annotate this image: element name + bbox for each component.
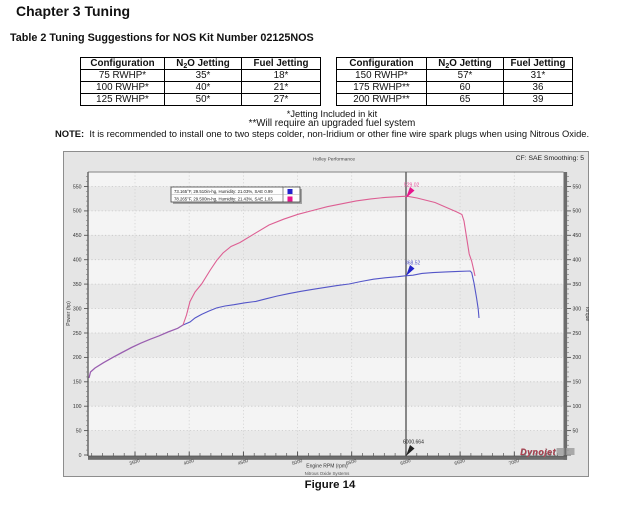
svg-text:250: 250 — [573, 331, 582, 337]
svg-text:4500: 4500 — [237, 458, 249, 467]
svg-text:6000.664: 6000.664 — [403, 440, 424, 446]
svg-text:4000: 4000 — [183, 458, 195, 467]
svg-text:50: 50 — [573, 428, 579, 434]
svg-text:400: 400 — [73, 258, 82, 264]
svg-text:300: 300 — [73, 306, 82, 312]
svg-text:200: 200 — [73, 355, 82, 361]
svg-text:350: 350 — [73, 282, 82, 288]
svg-text:500: 500 — [573, 209, 582, 215]
svg-text:400: 400 — [573, 258, 582, 264]
svg-text:100: 100 — [573, 404, 582, 410]
svg-text:529.02: 529.02 — [404, 183, 420, 189]
svg-text:350: 350 — [573, 282, 582, 288]
svg-text:5000: 5000 — [291, 458, 303, 467]
svg-text:550: 550 — [573, 184, 582, 190]
svg-text:100: 100 — [73, 404, 82, 410]
svg-text:450: 450 — [73, 233, 82, 239]
svg-text:150: 150 — [73, 380, 82, 386]
svg-text:7000: 7000 — [508, 458, 520, 467]
svg-text:Torque: Torque — [584, 306, 589, 322]
svg-text:500: 500 — [73, 209, 82, 215]
svg-text:Power (hp): Power (hp) — [66, 301, 72, 326]
svg-text:6000: 6000 — [400, 458, 412, 467]
svg-text:Dynojet: Dynojet — [521, 447, 557, 457]
svg-text:300: 300 — [573, 306, 582, 312]
svg-text:Dynojet: Dynojet — [520, 447, 556, 457]
svg-text:200: 200 — [573, 355, 582, 361]
svg-text:550: 550 — [73, 184, 82, 190]
svg-text:368.52: 368.52 — [405, 261, 421, 267]
svg-text:Holley Performance: Holley Performance — [313, 157, 355, 163]
svg-text:0: 0 — [79, 453, 82, 459]
svg-text:450: 450 — [573, 233, 582, 239]
svg-text:73.165°F, 29.510in-hg, Humidit: 73.165°F, 29.510in-hg, Humidity: 21.03%,… — [174, 189, 273, 194]
svg-text:Engine RPM (rpm): Engine RPM (rpm) — [306, 464, 348, 470]
svg-text:5500: 5500 — [345, 458, 357, 467]
svg-text:78.265°F, 29.500in-hg, Humidit: 78.265°F, 29.500in-hg, Humidity: 21.43%,… — [174, 196, 273, 201]
svg-text:CF: SAE Smoothing: 5: CF: SAE Smoothing: 5 — [516, 155, 585, 162]
svg-text:Nitrous Oxide Systems: Nitrous Oxide Systems — [305, 471, 350, 476]
svg-text:250: 250 — [73, 331, 82, 337]
svg-text:3500: 3500 — [129, 458, 141, 467]
svg-text:6500: 6500 — [454, 458, 466, 467]
svg-text:150: 150 — [573, 380, 582, 386]
svg-text:50: 50 — [76, 428, 82, 434]
